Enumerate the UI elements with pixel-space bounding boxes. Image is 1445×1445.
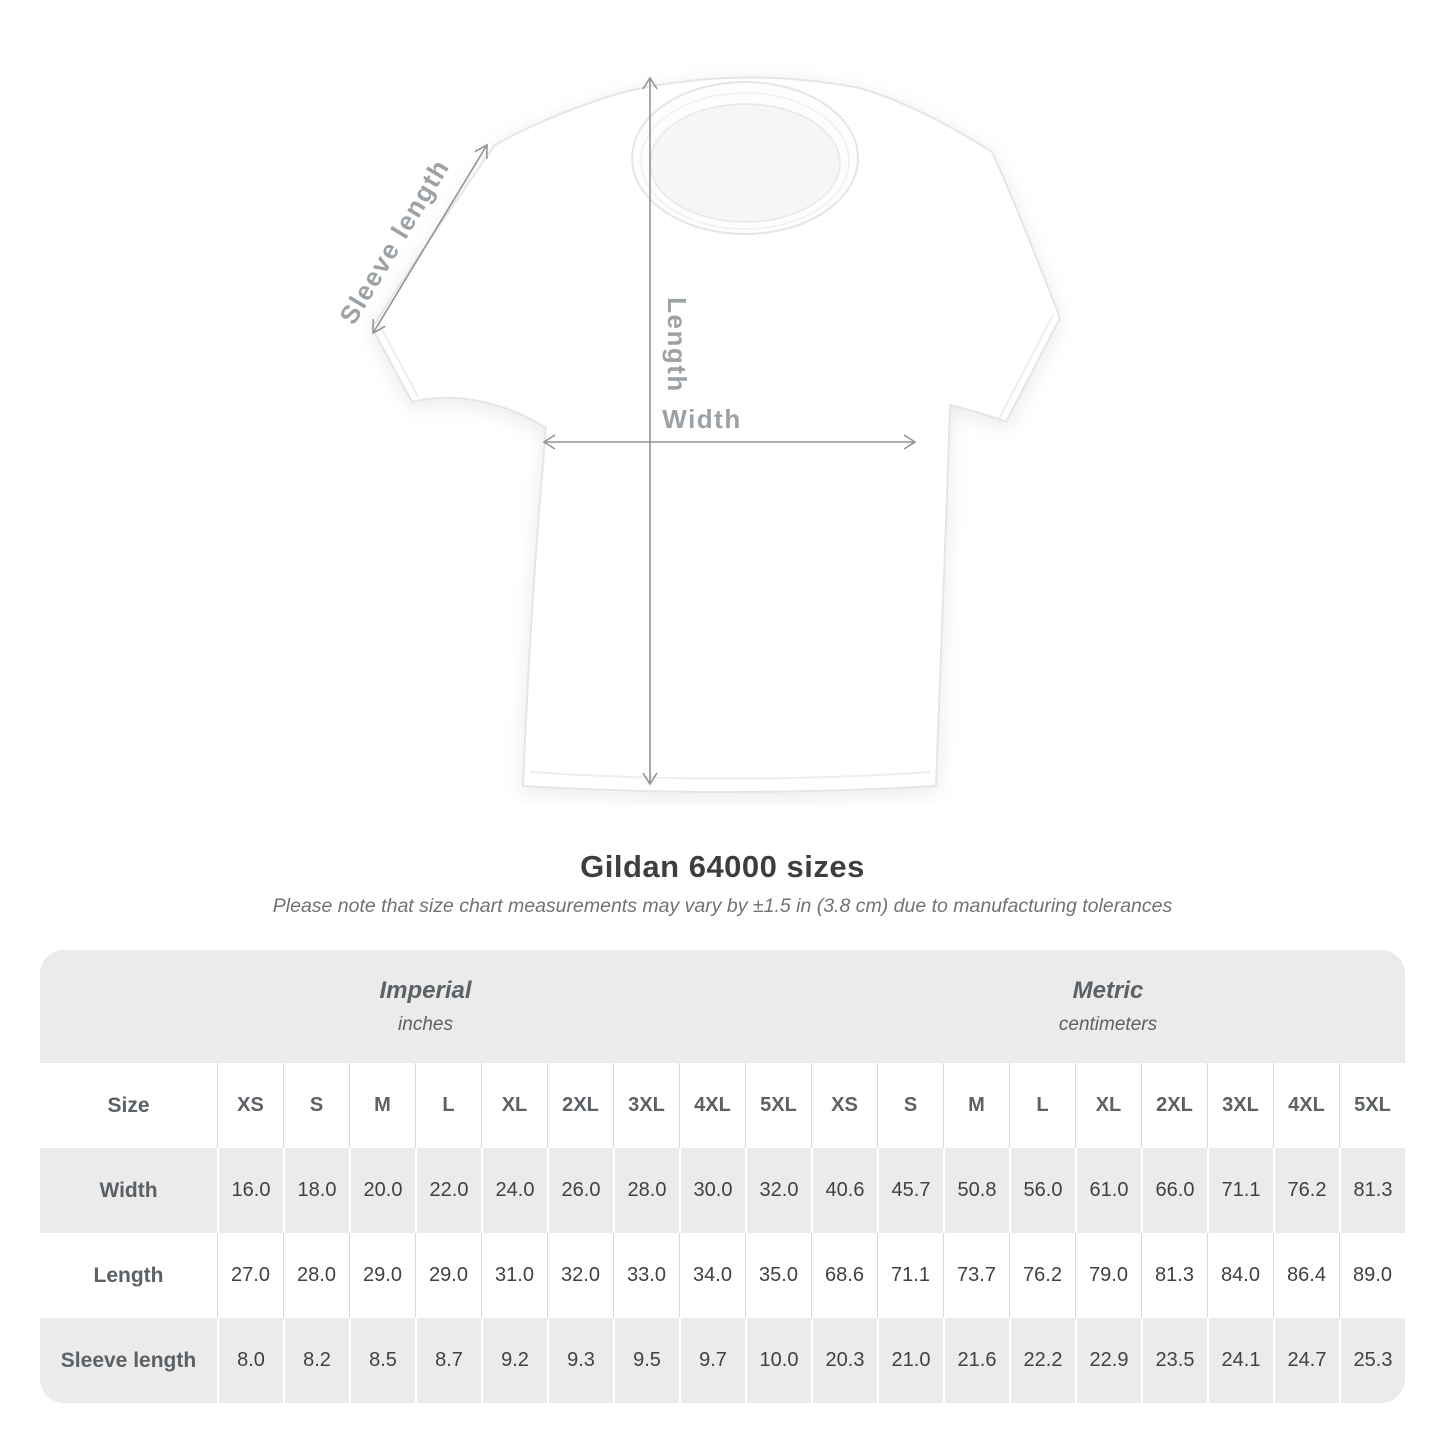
- size-col-header: XS: [811, 1063, 877, 1148]
- length-label: Length: [662, 297, 692, 393]
- sleeve-value: 8.2: [283, 1318, 349, 1403]
- sleeve-value: 22.9: [1075, 1318, 1141, 1403]
- width-value: 56.0: [1009, 1148, 1075, 1233]
- sleeve-value: 25.3: [1339, 1318, 1405, 1403]
- imperial-name: Imperial: [379, 977, 472, 1004]
- length-value: 28.0: [283, 1233, 349, 1318]
- sleeve-value: 20.3: [811, 1318, 877, 1403]
- sleeve-value: 9.5: [613, 1318, 679, 1403]
- size-col-header: 5XL: [1339, 1063, 1405, 1148]
- length-value: 33.0: [613, 1233, 679, 1318]
- size-row-label: Size: [107, 1093, 150, 1117]
- length-value: 68.6: [811, 1233, 877, 1318]
- size-col-header: M: [943, 1063, 1009, 1148]
- metric-unit: centimeters: [1058, 1014, 1158, 1035]
- sleeve-row-label: Sleeve length: [40, 1318, 217, 1403]
- width-value: 71.1: [1207, 1148, 1273, 1233]
- length-value: 32.0: [547, 1233, 613, 1318]
- width-value: 50.8: [943, 1148, 1009, 1233]
- sleeve-value: 10.0: [745, 1318, 811, 1403]
- length-value: 29.0: [415, 1233, 481, 1318]
- size-col-header: 4XL: [1273, 1063, 1339, 1148]
- sleeve-value: 8.5: [349, 1318, 415, 1403]
- width-value: 22.0: [415, 1148, 481, 1233]
- sleeve-value: 23.5: [1141, 1318, 1207, 1403]
- size-col-header: 4XL: [679, 1063, 745, 1148]
- length-value: 86.4: [1273, 1233, 1339, 1318]
- sleeve-value: 9.3: [547, 1318, 613, 1403]
- width-value: 76.2: [1273, 1148, 1339, 1233]
- imperial-unit: inches: [398, 1014, 453, 1035]
- size-col-header: 2XL: [547, 1063, 613, 1148]
- length-value: 34.0: [679, 1233, 745, 1318]
- length-measure-arrow: [642, 76, 658, 786]
- width-value: 26.0: [547, 1148, 613, 1233]
- metric-name: Metric: [1072, 977, 1144, 1004]
- sleeve-value: 8.7: [415, 1318, 481, 1403]
- size-col-header: M: [349, 1063, 415, 1148]
- size-col-header: XS: [217, 1063, 283, 1148]
- tolerance-note: Please note that size chart measurements…: [272, 895, 1173, 917]
- width-value: 24.0: [481, 1148, 547, 1233]
- tshirt-graphic: Length Width Sleeve length: [333, 76, 1061, 793]
- length-row-label: Length: [93, 1263, 164, 1287]
- length-value: 73.7: [943, 1233, 1009, 1318]
- page-title: Gildan 64000 sizes: [580, 849, 865, 884]
- sleeve-value: 9.7: [679, 1318, 745, 1403]
- length-value: 81.3: [1141, 1233, 1207, 1318]
- sleeve-value: 24.1: [1207, 1318, 1273, 1403]
- length-value: 89.0: [1339, 1233, 1405, 1318]
- size-col-header: L: [1009, 1063, 1075, 1148]
- width-label: Width: [662, 404, 741, 434]
- width-value: 32.0: [745, 1148, 811, 1233]
- metric-header: Metric centimeters: [811, 950, 1405, 1063]
- sleeve-value: 9.2: [481, 1318, 547, 1403]
- tshirt-measurement-diagram: Length Width Sleeve length: [330, 60, 1090, 805]
- length-value: 76.2: [1009, 1233, 1075, 1318]
- length-value: 84.0: [1207, 1233, 1273, 1318]
- size-col-header: 3XL: [613, 1063, 679, 1148]
- size-col-header: 5XL: [745, 1063, 811, 1148]
- size-col-header: S: [283, 1063, 349, 1148]
- size-col-header: 3XL: [1207, 1063, 1273, 1148]
- sleeve-value: 21.6: [943, 1318, 1009, 1403]
- length-value: 27.0: [217, 1233, 283, 1318]
- sleeve-value: 8.0: [217, 1318, 283, 1403]
- width-row-label: Width: [40, 1148, 217, 1233]
- length-value: 31.0: [481, 1233, 547, 1318]
- length-value: 29.0: [349, 1233, 415, 1318]
- width-value: 81.3: [1339, 1148, 1405, 1233]
- width-value: 66.0: [1141, 1148, 1207, 1233]
- size-table: Imperial inches Metric centimeters Size …: [40, 950, 1405, 1403]
- width-value: 40.6: [811, 1148, 877, 1233]
- sleeve-value: 24.7: [1273, 1318, 1339, 1403]
- tshirt-silhouette: [371, 76, 1061, 793]
- sleeve-value: 22.2: [1009, 1318, 1075, 1403]
- width-measure-arrow: [542, 434, 917, 450]
- length-value: 71.1: [877, 1233, 943, 1318]
- imperial-header: Imperial inches: [40, 950, 811, 1063]
- width-value: 45.7: [877, 1148, 943, 1233]
- width-value: 61.0: [1075, 1148, 1141, 1233]
- width-value: 30.0: [679, 1148, 745, 1233]
- width-value: 20.0: [349, 1148, 415, 1233]
- sleeve-measure-arrow: [372, 143, 488, 335]
- width-value: 28.0: [613, 1148, 679, 1233]
- width-value: 16.0: [217, 1148, 283, 1233]
- size-col-header: 2XL: [1141, 1063, 1207, 1148]
- sleeve-value: 21.0: [877, 1318, 943, 1403]
- size-col-header: L: [415, 1063, 481, 1148]
- size-col-header: S: [877, 1063, 943, 1148]
- length-value: 79.0: [1075, 1233, 1141, 1318]
- size-col-header: XL: [1075, 1063, 1141, 1148]
- width-value: 18.0: [283, 1148, 349, 1233]
- length-value: 35.0: [745, 1233, 811, 1318]
- size-col-header: XL: [481, 1063, 547, 1148]
